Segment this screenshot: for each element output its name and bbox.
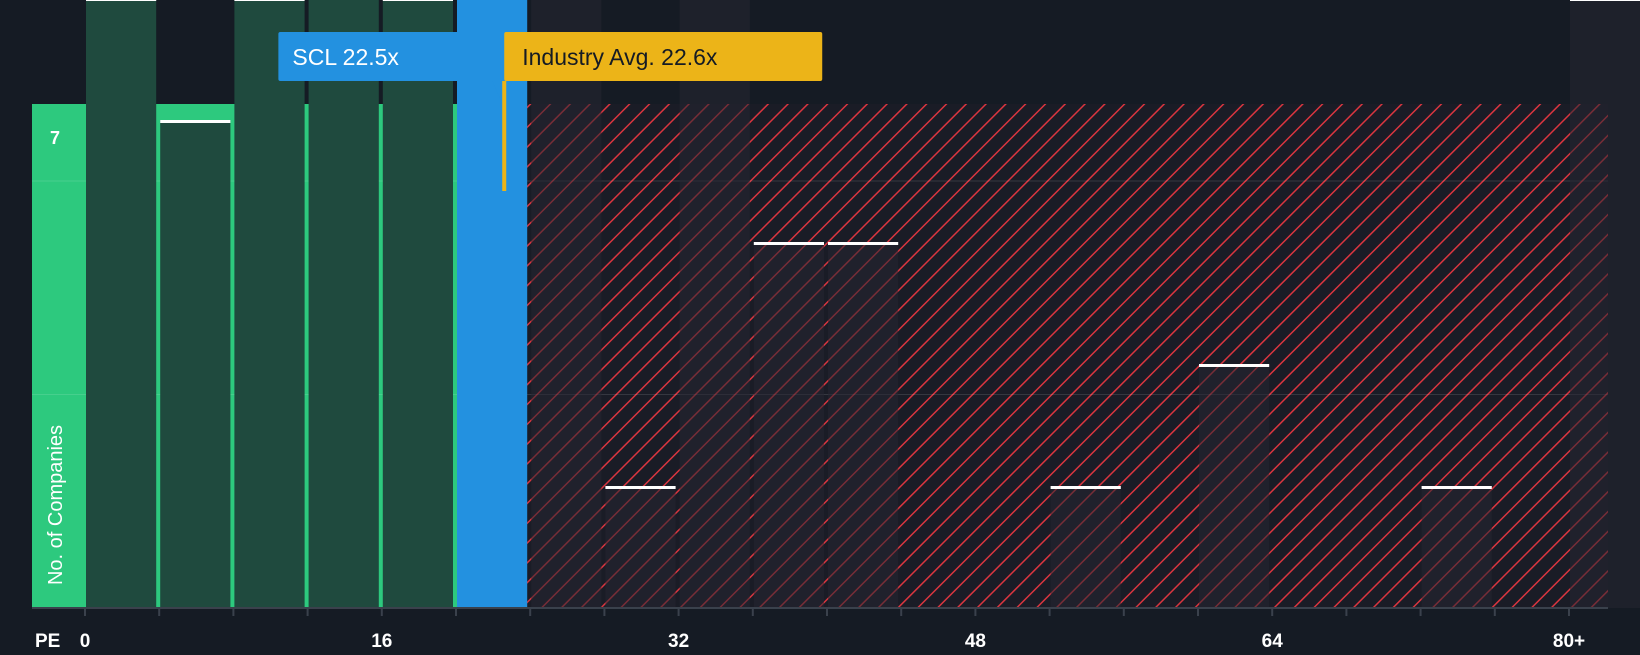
histogram-bar	[457, 0, 528, 608]
y-max-tick-label: 7	[50, 128, 60, 148]
histogram-bar	[1570, 0, 1640, 608]
x-tick-label: 64	[1262, 631, 1284, 650]
histogram-bar	[679, 0, 750, 608]
company-pe-badge	[278, 32, 503, 81]
value-markers	[492, 81, 513, 191]
x-tick-label: 80+	[1553, 631, 1585, 650]
industry-avg-label: Industry Avg. 22.6x	[522, 44, 718, 70]
x-tick-label: 48	[965, 631, 986, 650]
histogram-bar	[160, 120, 231, 608]
histogram-bar	[1050, 486, 1121, 608]
histogram-bar	[1421, 486, 1492, 608]
valuation-zones	[32, 104, 1608, 608]
histogram-bars	[86, 0, 1640, 608]
y-axis-label: No. of Companies	[45, 425, 67, 585]
histogram-bar	[86, 0, 157, 608]
x-axis-label: PE	[35, 631, 60, 650]
histogram-bar	[234, 0, 305, 608]
industry-avg-badge	[504, 32, 823, 81]
histogram-bar	[1199, 364, 1270, 608]
company-pe-label: SCL 22.5x	[292, 44, 399, 70]
histogram-bar	[531, 0, 602, 608]
x-tick-label: 0	[80, 631, 91, 650]
histogram-bar	[605, 486, 676, 608]
x-tick-label: 16	[371, 631, 392, 650]
industry-avg-marker	[502, 81, 507, 191]
x-tick-label: 32	[668, 631, 689, 650]
histogram-bar	[308, 0, 379, 608]
histogram-bar	[828, 242, 899, 608]
histogram-bar	[753, 242, 824, 608]
x-axis: 0 16 32 48 64 80+	[32, 607, 1608, 652]
value-badges: SCL 22.5x Industry Avg. 22.6x	[278, 32, 823, 81]
histogram-bar	[382, 0, 453, 608]
